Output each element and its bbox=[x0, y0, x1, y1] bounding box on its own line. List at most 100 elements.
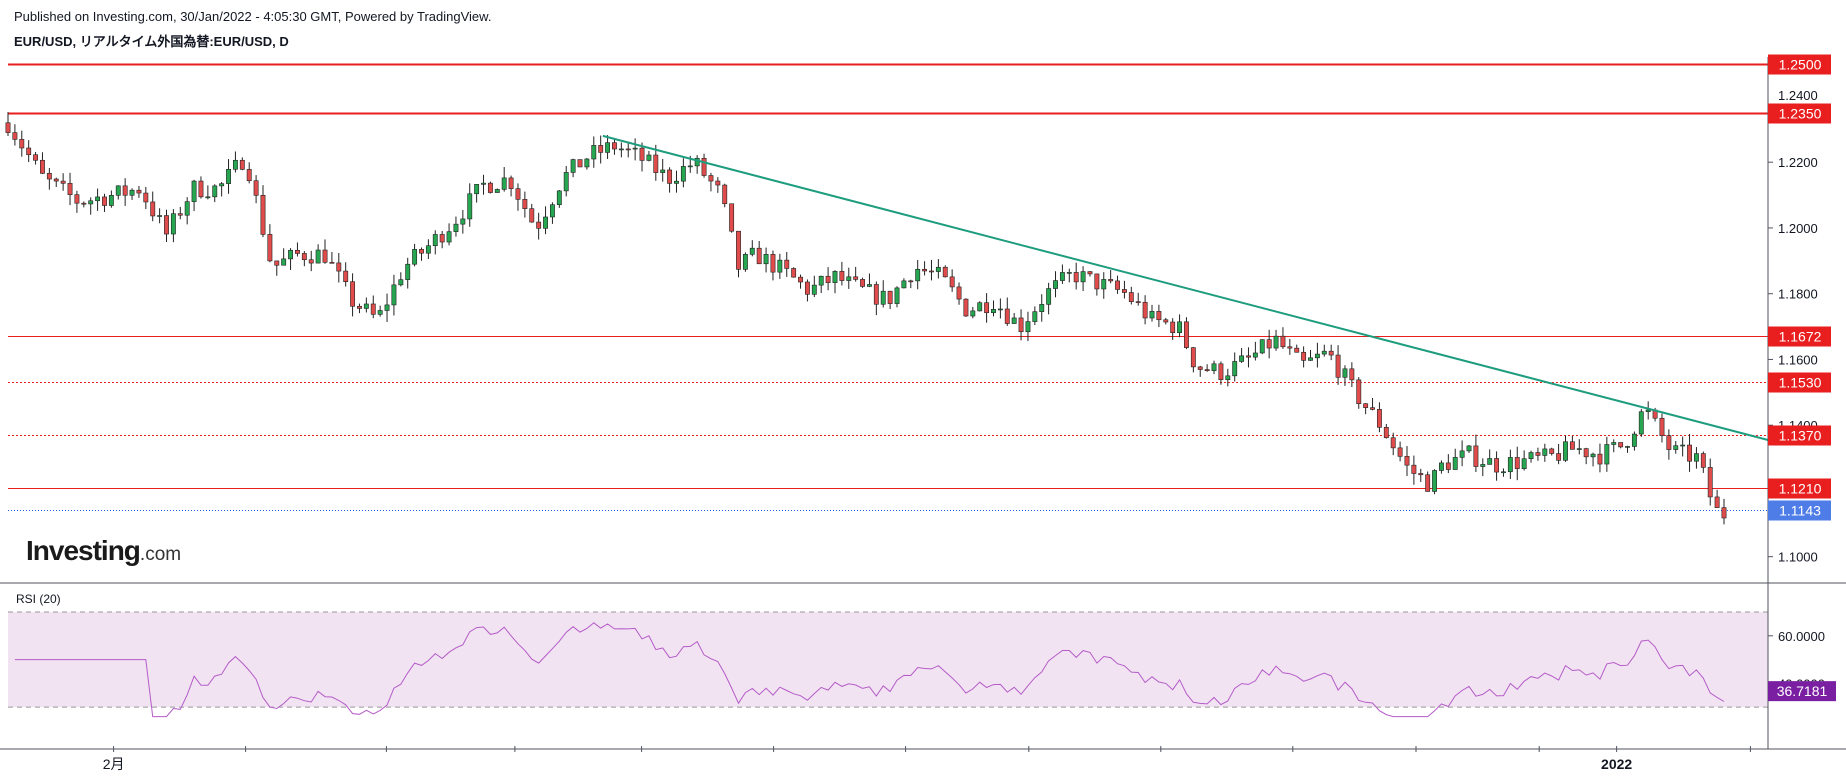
candle-body bbox=[1494, 458, 1500, 473]
candle bbox=[1521, 450, 1527, 471]
candle-body bbox=[191, 180, 197, 202]
candlestick-series bbox=[5, 112, 1727, 525]
candle-body bbox=[1156, 311, 1162, 321]
candle-body bbox=[157, 215, 163, 217]
candle-body bbox=[336, 262, 342, 272]
candle-body bbox=[1370, 407, 1375, 410]
candle-body bbox=[522, 199, 528, 209]
candle-body bbox=[453, 223, 459, 232]
candle-body bbox=[108, 195, 114, 206]
candle-body bbox=[164, 215, 169, 235]
candle bbox=[1528, 450, 1534, 463]
candle bbox=[1473, 434, 1479, 473]
candle bbox=[701, 153, 707, 178]
candle bbox=[425, 239, 431, 260]
candle bbox=[460, 210, 466, 234]
candle bbox=[122, 178, 128, 206]
candle-body bbox=[343, 270, 349, 283]
candle bbox=[391, 274, 397, 316]
candle-body bbox=[873, 284, 879, 305]
candle-body bbox=[150, 201, 156, 217]
candle-body bbox=[1184, 321, 1189, 348]
candle-body bbox=[1032, 311, 1038, 322]
candle-body bbox=[1597, 453, 1603, 465]
candle-body bbox=[246, 169, 252, 182]
candle bbox=[1314, 342, 1320, 368]
candle-body bbox=[1569, 441, 1575, 450]
candle-body bbox=[894, 287, 900, 304]
candle bbox=[494, 188, 500, 193]
candle bbox=[1239, 347, 1245, 363]
candle bbox=[205, 185, 211, 200]
candle bbox=[1563, 435, 1568, 462]
candle-body bbox=[322, 249, 328, 263]
candle-body bbox=[301, 253, 307, 261]
candle bbox=[239, 157, 245, 171]
rsi-last-badge bbox=[1768, 681, 1836, 702]
symbol-title: EUR/USD, リアルタイム外国為替:EUR/USD, D bbox=[14, 34, 289, 49]
candle-body bbox=[970, 310, 976, 317]
candle-body bbox=[777, 259, 783, 273]
candle-body bbox=[1287, 346, 1293, 349]
last-price-label: 1.1143 bbox=[1779, 503, 1821, 519]
candle bbox=[1370, 397, 1375, 411]
candle-body bbox=[1425, 474, 1431, 492]
candle bbox=[357, 303, 362, 314]
candle bbox=[1700, 451, 1706, 473]
candle-body bbox=[1466, 445, 1472, 452]
candle-body bbox=[412, 249, 418, 265]
candle bbox=[1645, 401, 1651, 420]
candle-body bbox=[1439, 462, 1444, 471]
level-badge bbox=[1768, 54, 1831, 75]
candle bbox=[177, 206, 183, 220]
candle bbox=[605, 135, 611, 160]
trendline[interactable] bbox=[602, 134, 1769, 441]
candle bbox=[839, 261, 845, 286]
candle bbox=[377, 305, 383, 317]
candle bbox=[267, 224, 273, 263]
candle-body bbox=[1549, 448, 1555, 454]
candle-body bbox=[1480, 464, 1486, 467]
candle bbox=[343, 262, 349, 287]
candle bbox=[487, 181, 493, 194]
candle bbox=[680, 158, 686, 188]
candle-body bbox=[1659, 417, 1665, 436]
candle bbox=[736, 230, 741, 278]
candle bbox=[481, 174, 486, 195]
candle-body bbox=[1349, 368, 1355, 381]
candle bbox=[1135, 292, 1141, 306]
descending-trendline[interactable] bbox=[602, 134, 1769, 441]
candle bbox=[363, 297, 369, 313]
candle bbox=[811, 275, 817, 298]
candle bbox=[1149, 304, 1155, 322]
candle bbox=[67, 172, 73, 206]
candle-body bbox=[1190, 347, 1196, 368]
candle-body bbox=[260, 195, 266, 235]
candle-body bbox=[363, 303, 369, 309]
candle bbox=[1059, 264, 1065, 284]
candle-body bbox=[1700, 453, 1706, 468]
candle bbox=[1218, 361, 1224, 385]
candle-body bbox=[1618, 442, 1624, 448]
candle bbox=[108, 190, 114, 208]
candle-body bbox=[1693, 453, 1699, 462]
candle bbox=[1383, 423, 1389, 439]
candle-body bbox=[1721, 507, 1727, 519]
candle-body bbox=[384, 304, 390, 311]
candle bbox=[1004, 297, 1010, 326]
candle-body bbox=[1397, 447, 1403, 457]
candle-body bbox=[1487, 458, 1493, 465]
candle bbox=[350, 273, 356, 317]
candle-body bbox=[239, 159, 245, 170]
candle-body bbox=[439, 234, 445, 243]
candle bbox=[901, 278, 907, 289]
level-label: 1.1210 bbox=[1779, 481, 1822, 497]
candle-body bbox=[584, 158, 590, 168]
candle bbox=[1680, 436, 1686, 457]
candle-body bbox=[1211, 363, 1217, 371]
candle-body bbox=[1673, 445, 1679, 450]
level-badge bbox=[1768, 372, 1831, 393]
candle-body bbox=[1273, 335, 1279, 349]
candle bbox=[398, 272, 404, 287]
